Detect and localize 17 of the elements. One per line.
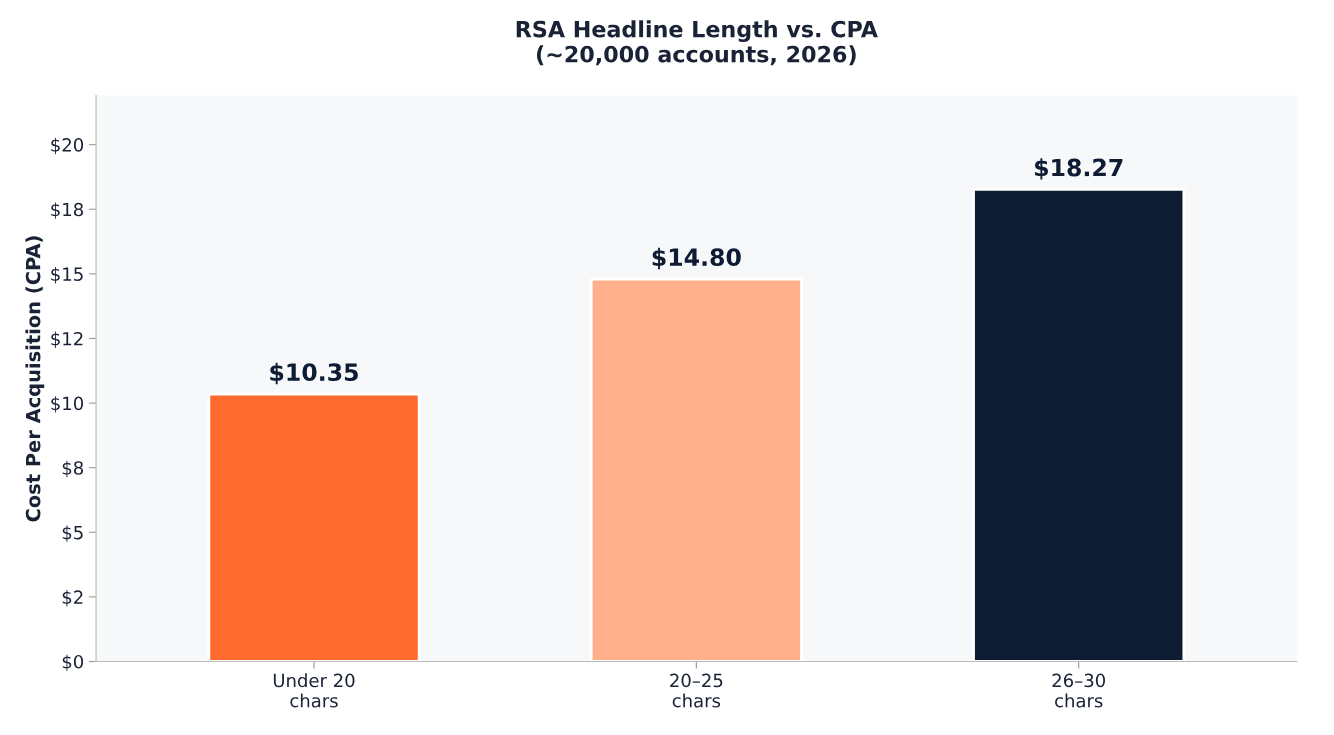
y-tick-label: $18 bbox=[51, 202, 84, 219]
data-label: $10.35 bbox=[270, 362, 358, 385]
x-tick-label: Under 20 chars bbox=[273, 673, 355, 708]
x-tick-label: 26–30 chars bbox=[1052, 673, 1105, 708]
x-tick-label: 20–25 chars bbox=[670, 673, 723, 708]
chart-title: RSA Headline Length vs. CPA (~20,000 accounts, 2026) bbox=[516, 20, 878, 66]
y-tick-label: $20 bbox=[51, 137, 84, 155]
data-label: $18.27 bbox=[1034, 158, 1123, 180]
data-label: $14.80 bbox=[652, 247, 741, 270]
y-axis-title: Cost Per Acquisition (CPA) bbox=[25, 236, 45, 522]
y-tick-label: $0 bbox=[62, 654, 84, 672]
y-tick-label: $5 bbox=[62, 525, 83, 542]
y-tick-label: $15 bbox=[51, 267, 83, 284]
y-tick-label: $2 bbox=[62, 590, 83, 607]
y-tick-label: $12 bbox=[51, 331, 83, 348]
y-tick-label: $8 bbox=[62, 460, 84, 478]
y-tick-label: $10 bbox=[51, 396, 84, 413]
